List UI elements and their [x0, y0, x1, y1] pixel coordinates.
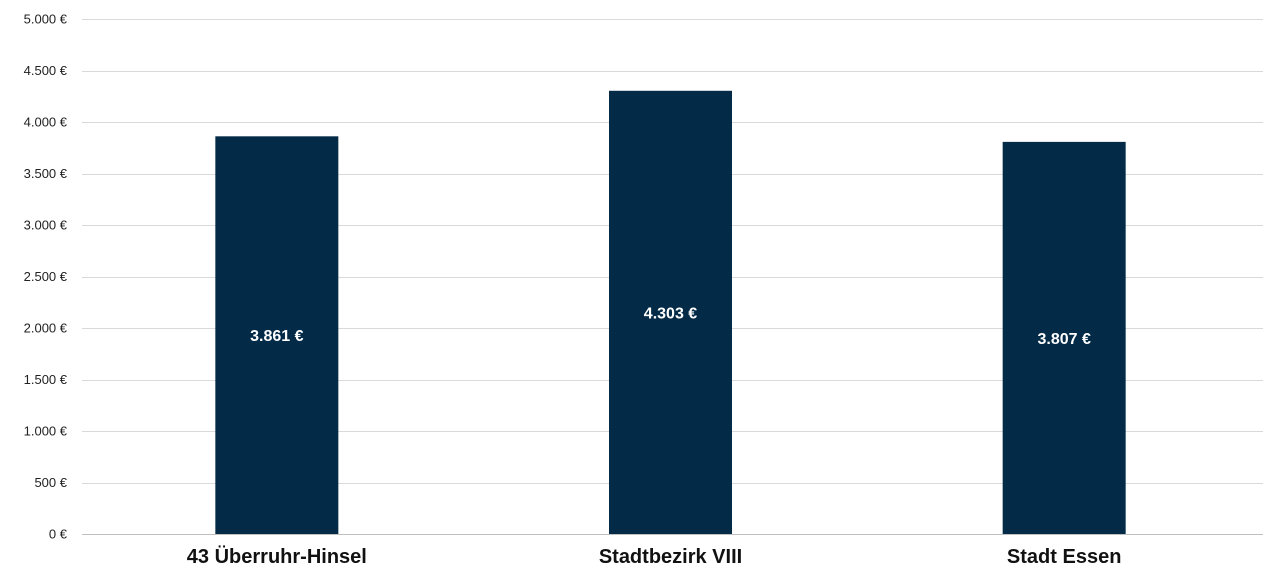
y-tick-label: 4.000 € [24, 115, 68, 130]
bars [215, 90, 1126, 534]
x-axis-tick-labels: 43 Überruhr-Hinsel Stadtbezirk VIII Stadt … [187, 545, 1122, 568]
data-labels: 3.861 € 4.303 € 3.807 € [250, 305, 1091, 348]
x-tick-label: Stadtbezirk VIII [599, 546, 742, 568]
bar [1002, 141, 1126, 534]
y-tick-label: 5.000 € [24, 12, 68, 27]
x-tick-label: 43 Überruhr-Hinsel [187, 545, 367, 568]
y-tick-label: 1.500 € [24, 372, 68, 387]
y-tick-label: 0 € [49, 527, 68, 542]
y-tick-label: 3.000 € [24, 218, 68, 233]
y-tick-label: 2.000 € [24, 321, 68, 336]
y-tick-label: 2.500 € [24, 269, 68, 284]
data-label: 4.303 € [644, 305, 697, 322]
y-axis-tick-labels: 0 € 500 € 1.000 € 1.500 € 2.000 € 2.500 € 3.00… [24, 12, 68, 542]
data-label: 3.861 € [250, 328, 303, 345]
y-tick-label: 500 € [34, 475, 67, 490]
x-tick-label: Stadt Essen [1007, 546, 1121, 568]
bar [215, 136, 339, 534]
y-tick-label: 1.000 € [24, 424, 68, 439]
data-label: 3.807 € [1037, 331, 1090, 348]
y-tick-label: 4.500 € [24, 63, 68, 78]
y-tick-label: 3.500 € [24, 166, 68, 181]
bar [609, 90, 732, 534]
